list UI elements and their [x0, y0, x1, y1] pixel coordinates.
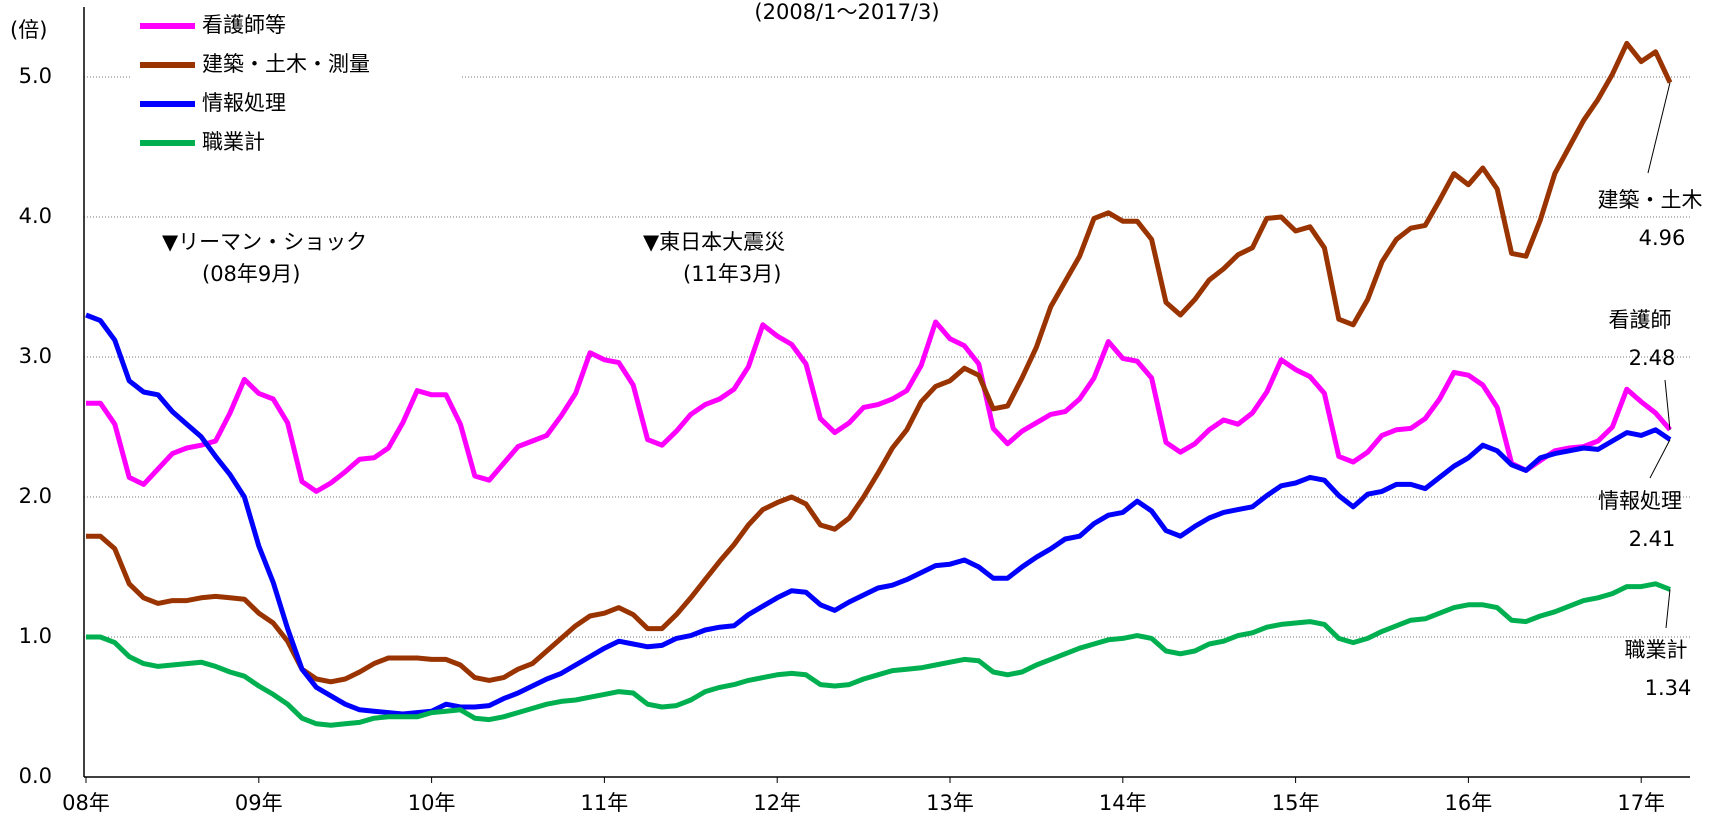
x-tick-label: 17年	[1617, 791, 1665, 815]
leader-line	[1649, 439, 1671, 479]
x-tick-label: 12年	[753, 791, 801, 815]
x-tick-label: 10年	[408, 791, 456, 815]
x-tick-label: 09年	[235, 791, 283, 815]
end-value: 1.34	[1645, 676, 1692, 700]
end-label: 看護師	[1609, 308, 1672, 332]
end-label: 建築・土木	[1598, 188, 1703, 212]
leader-line	[1664, 379, 1671, 430]
chart-subtitle: (2008/1～2017/3)	[754, 0, 939, 24]
legend-label: 看護師等	[202, 13, 286, 37]
y-tick-label: 2.0	[19, 484, 52, 508]
y-tick-label: 5.0	[19, 64, 52, 88]
y-tick-label: 0.0	[19, 764, 52, 788]
legend-label: 情報処理	[202, 91, 286, 115]
y-tick-label: 4.0	[19, 204, 52, 228]
legend-label: 職業計	[202, 130, 265, 154]
series-line	[86, 581, 1671, 728]
x-tick-label: 15年	[1272, 791, 1320, 815]
legend-bg	[130, 8, 460, 160]
end-label: 情報処理	[1598, 489, 1682, 513]
x-tick-label: 16年	[1445, 791, 1493, 815]
annotation-date: (08年9月)	[202, 262, 300, 286]
annotation: ▼リーマン・ショック	[162, 230, 367, 254]
series-line	[85, 312, 1672, 717]
end-value: 4.96	[1639, 226, 1686, 250]
x-tick-label: 08年	[62, 791, 110, 815]
y-tick-label: 1.0	[19, 624, 52, 648]
x-tick-label: 11年	[581, 791, 629, 815]
x-tick-label: 13年	[926, 791, 974, 815]
y-tick-label: 3.0	[19, 344, 52, 368]
leader-line	[1665, 589, 1671, 629]
y-unit: (倍)	[10, 18, 47, 42]
leader-line	[1647, 82, 1671, 174]
end-value: 2.41	[1629, 527, 1676, 551]
series-line	[86, 40, 1673, 685]
end-value: 2.48	[1629, 346, 1676, 370]
legend-label: 建築・土木・測量	[202, 52, 370, 76]
x-tick-label: 14年	[1099, 791, 1147, 815]
end-label: 職業計	[1625, 638, 1688, 662]
annotation-date: (11年3月)	[683, 262, 781, 286]
series-line	[86, 319, 1672, 494]
annotation: ▼東日本大震災	[643, 230, 785, 254]
